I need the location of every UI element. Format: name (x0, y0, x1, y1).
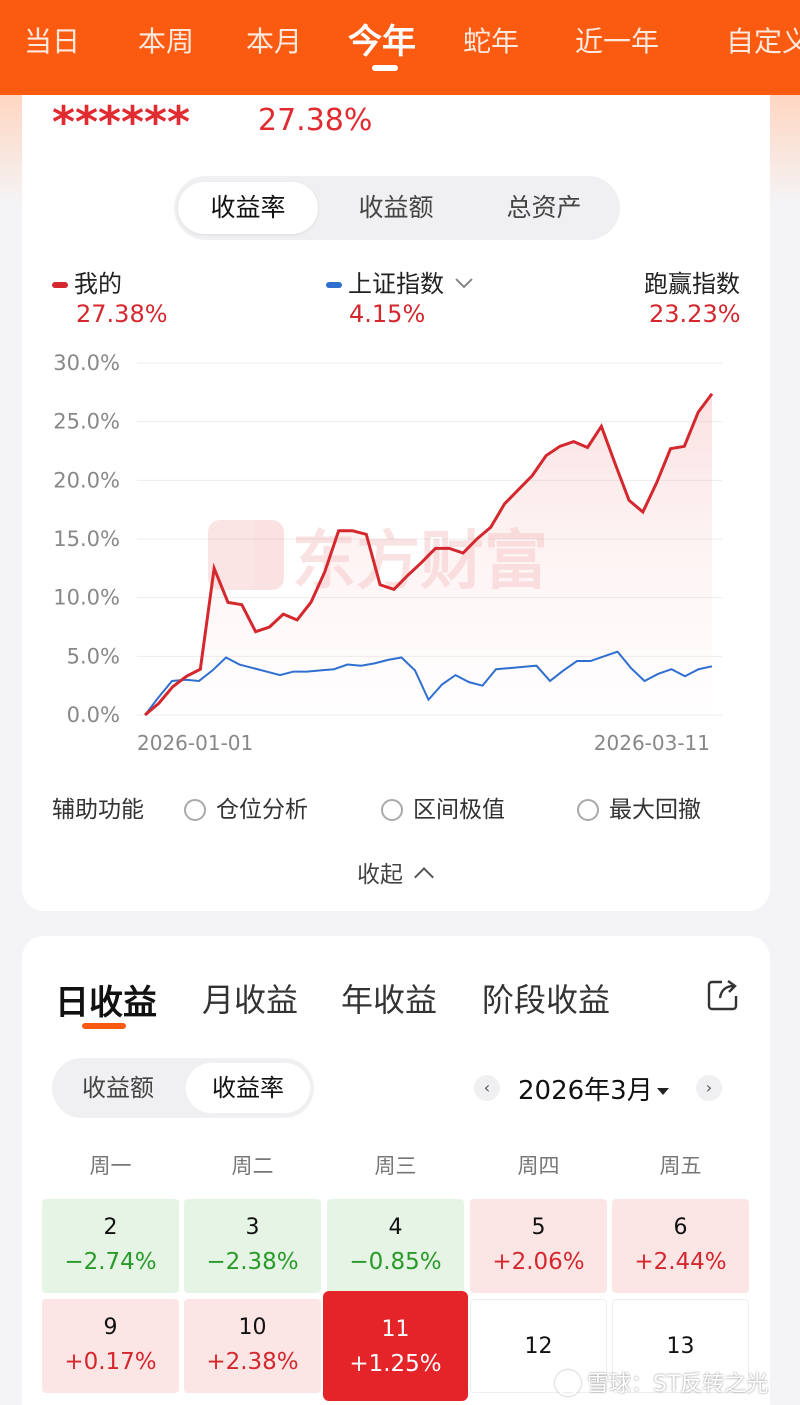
y-tick-label: 20.0% (53, 468, 120, 492)
legend-beat-index: 跑赢指数 (644, 270, 740, 298)
weekday-wed: 周三 (374, 1154, 417, 1178)
calendar-day-cell[interactable]: 11 +1.25% (323, 1291, 468, 1401)
series-line-index (144, 650, 713, 716)
calendar-day-cell[interactable]: 13 (612, 1299, 749, 1393)
active-tab-indicator (372, 65, 398, 71)
tab-this-week[interactable]: 本周 (138, 25, 195, 58)
calendar-day-cell[interactable]: 3 −2.38% (184, 1199, 321, 1293)
calendar-day-return: −2.74% (64, 1249, 157, 1275)
calendar-day-return: +2.44% (634, 1249, 727, 1275)
aux-max-drawdown[interactable]: 最大回撤 (577, 790, 701, 824)
y-tick-label: 5.0% (67, 644, 120, 668)
calendar-day-number: 3 (245, 1215, 260, 1240)
chevron-down-icon (454, 278, 473, 289)
income-tab-indicator (82, 1023, 126, 1029)
tab-snake-year[interactable]: 蛇年 (463, 25, 520, 58)
calendar-day-cell[interactable]: 2 −2.74% (42, 1199, 179, 1293)
tab-yearly-income[interactable]: 年收益 (341, 981, 438, 1019)
tab-today[interactable]: 当日 (24, 25, 81, 58)
calendar-day-number: 11 (381, 1317, 410, 1342)
my-return-area (145, 393, 712, 715)
metric-total-assets[interactable]: 总资产 (506, 193, 582, 222)
series-line-mine (144, 392, 714, 717)
toggle-income-rate[interactable]: 收益率 (186, 1063, 310, 1113)
total-return-value: 27.38% (258, 103, 373, 138)
return-line-chart: 东方财富 30.0%25.0%20.0%15.0%10.0%5.0%0.0% 2… (53, 351, 722, 755)
legend-mine-marker (52, 282, 68, 288)
aux-functions-label: 辅助功能 (52, 797, 144, 823)
metric-return-rate[interactable]: 收益率 (178, 182, 318, 234)
calendar-day-number: 12 (524, 1334, 553, 1359)
calendar-day-cell[interactable]: 5 +2.06% (470, 1199, 607, 1293)
x-tick-start: 2026-01-01 (137, 731, 253, 755)
brand-watermark-logo (208, 520, 284, 590)
radio-icon (381, 799, 403, 821)
prev-month-button[interactable]: ‹ (474, 1075, 500, 1101)
calendar-day-number: 10 (238, 1315, 267, 1340)
y-tick-label: 25.0% (53, 410, 120, 434)
x-tick-end: 2026-03-11 (594, 731, 710, 755)
calendar-day-cell[interactable]: 6 +2.44% (612, 1199, 749, 1293)
period-bar: 当日 本周 本月 今年 蛇年 近一年 自定义 (0, 0, 800, 95)
toggle-income-amount[interactable]: 收益额 (82, 1074, 154, 1102)
weekday-fri: 周五 (659, 1154, 702, 1178)
calendar-day-cell[interactable]: 4 −0.85% (327, 1199, 464, 1293)
legend-beat-value: 23.23% (649, 300, 741, 328)
calendar-day-return: +2.38% (206, 1349, 299, 1375)
tab-period-income[interactable]: 阶段收益 (482, 981, 611, 1019)
weekday-thu: 周四 (517, 1154, 560, 1178)
collapse-button[interactable]: 收起 (357, 855, 434, 889)
month-selector[interactable]: 2026年3月 (518, 1070, 669, 1107)
legend-index-selector[interactable]: 上证指数 (326, 264, 474, 299)
tab-this-year[interactable]: 今年 (348, 22, 416, 62)
calendar-day-number: 13 (666, 1334, 695, 1359)
y-tick-label: 30.0% (53, 351, 120, 375)
calendar-day-number: 6 (673, 1215, 688, 1240)
tab-this-month[interactable]: 本月 (246, 25, 303, 58)
y-tick-label: 10.0% (53, 586, 120, 610)
calendar-day-cell[interactable]: 12 (470, 1299, 607, 1393)
y-tick-label: 15.0% (53, 527, 120, 551)
caret-down-icon (656, 1088, 669, 1095)
calendar-day-return: −2.38% (206, 1249, 299, 1275)
calendar-day-return: +1.25% (349, 1351, 442, 1377)
calendar-day-return: +0.17% (64, 1349, 157, 1375)
calendar-day-number: 2 (103, 1215, 118, 1240)
calendar-day-number: 4 (388, 1215, 403, 1240)
legend-index-marker (326, 282, 342, 288)
masked-account-name: ****** (52, 97, 191, 148)
tab-monthly-income[interactable]: 月收益 (202, 981, 299, 1019)
source-watermark: 雪球：ST反转之光 (555, 1366, 768, 1398)
tab-custom[interactable]: 自定义 (726, 25, 800, 58)
metric-return-amount[interactable]: 收益额 (358, 193, 434, 222)
calendar-day-number: 9 (103, 1315, 118, 1340)
snowball-logo-icon (555, 1370, 581, 1396)
legend-mine: 我的 (52, 264, 122, 299)
aux-range-extremes[interactable]: 区间极值 (381, 790, 505, 824)
calendar-day-cell[interactable]: 9 +0.17% (42, 1299, 179, 1393)
calendar-day-return: +2.06% (492, 1249, 585, 1275)
share-icon[interactable] (706, 978, 740, 1012)
radio-icon (577, 799, 599, 821)
calendar-day-number: 5 (531, 1215, 546, 1240)
tab-last-year[interactable]: 近一年 (575, 25, 660, 58)
aux-position-analysis[interactable]: 仓位分析 (184, 790, 308, 824)
tab-daily-income[interactable]: 日收益 (55, 983, 157, 1023)
radio-icon (184, 799, 206, 821)
calendar-day-return: −0.85% (349, 1249, 442, 1275)
calendar-day-cell[interactable]: 10 +2.38% (184, 1299, 321, 1393)
legend-mine-value: 27.38% (76, 300, 168, 328)
legend-index-value: 4.15% (349, 300, 426, 328)
next-month-button[interactable]: › (696, 1075, 722, 1101)
income-unit-switch: 收益额 收益率 (52, 1058, 314, 1118)
chevron-up-icon (414, 867, 434, 887)
y-tick-label: 0.0% (67, 703, 120, 727)
metric-switch: 收益率 收益额 总资产 (174, 176, 620, 240)
weekday-mon: 周一 (89, 1154, 132, 1178)
weekday-tue: 周二 (231, 1154, 274, 1178)
